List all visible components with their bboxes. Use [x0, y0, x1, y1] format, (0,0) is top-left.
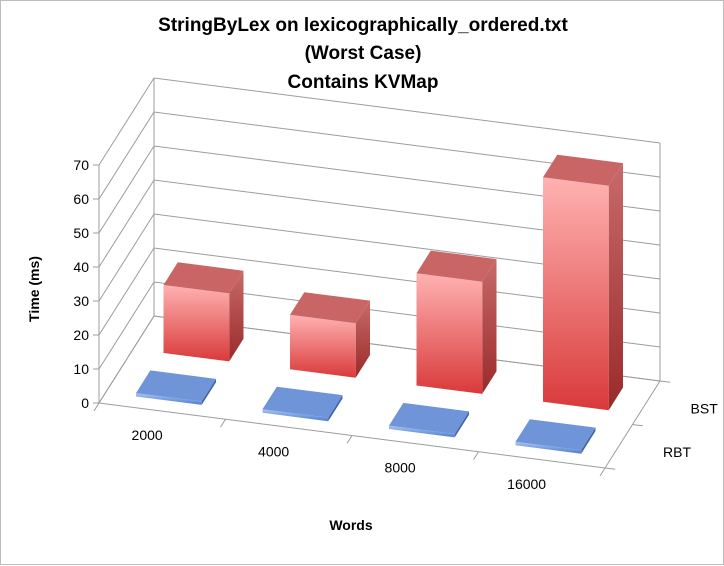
x-tick-label: 2000: [132, 427, 163, 443]
bar-bst-16000: [543, 154, 623, 411]
bar-top: [416, 250, 497, 282]
bar-top: [290, 292, 370, 324]
bar-top: [515, 419, 596, 451]
bar-rbt-4000: [262, 386, 343, 422]
bar-side: [201, 378, 216, 405]
bar-rbt-8000: [389, 402, 469, 438]
y-tick-label: 20: [73, 327, 89, 343]
y-tick-label: 30: [73, 293, 89, 309]
x-tick-mark: [346, 435, 353, 444]
x-tick-label: 16000: [507, 476, 546, 492]
y-tick-label: 70: [73, 157, 89, 173]
bar-rbt-16000: [515, 419, 596, 454]
depth-tick-mark: [604, 467, 616, 470]
series-label: RBT: [663, 444, 691, 460]
x-tick-mark: [599, 467, 606, 477]
bar-rbt-2000: [136, 370, 216, 405]
x-axis-title: Words: [329, 517, 373, 533]
x-tick-mark: [473, 451, 479, 460]
x-tick-label: 8000: [385, 460, 416, 476]
y-tick-label: 0: [81, 395, 89, 411]
chart-title-line-3: Contains KVMap: [287, 72, 439, 93]
bar-bst-4000: [290, 292, 370, 378]
bar-top: [389, 402, 469, 434]
bar-top: [163, 262, 244, 294]
chart-title-line-1: StringByLex on lexicographically_ordered…: [158, 15, 568, 36]
bar-side: [229, 270, 244, 362]
bar-top: [262, 386, 343, 418]
depth-tick-mark: [632, 424, 643, 427]
bar-front: [543, 177, 609, 411]
bar-front: [262, 409, 329, 422]
bar-side: [608, 163, 623, 411]
bar-front: [389, 425, 455, 438]
bar-side: [454, 411, 469, 438]
bar-front: [163, 285, 230, 362]
gridline: [98, 77, 661, 166]
x-tick-mark: [93, 402, 100, 412]
bar-front: [416, 273, 483, 394]
x-tick-mark: [220, 418, 226, 428]
bar-bst-8000: [416, 250, 497, 394]
bar-top: [136, 370, 216, 402]
bar-front: [515, 441, 582, 454]
bar-top: [543, 154, 623, 186]
bar-side: [355, 300, 370, 378]
bar-side: [482, 259, 497, 394]
bar-side: [581, 427, 596, 454]
bar-front: [136, 393, 202, 405]
y-axis-title: Time (ms): [26, 256, 42, 322]
y-tick-label: 60: [73, 191, 89, 207]
y-tick-label: 40: [73, 259, 89, 275]
y-tick-label: 50: [73, 225, 89, 241]
bar-bst-2000: [163, 262, 244, 362]
bar-front: [290, 314, 356, 378]
x-tick-label: 4000: [258, 443, 289, 459]
y-tick-label: 10: [73, 361, 89, 377]
bar-side: [328, 395, 343, 422]
chart-title-line-2: (Worst Case): [304, 43, 422, 64]
series-label: BST: [691, 400, 719, 416]
depth-tick-mark: [659, 380, 671, 383]
